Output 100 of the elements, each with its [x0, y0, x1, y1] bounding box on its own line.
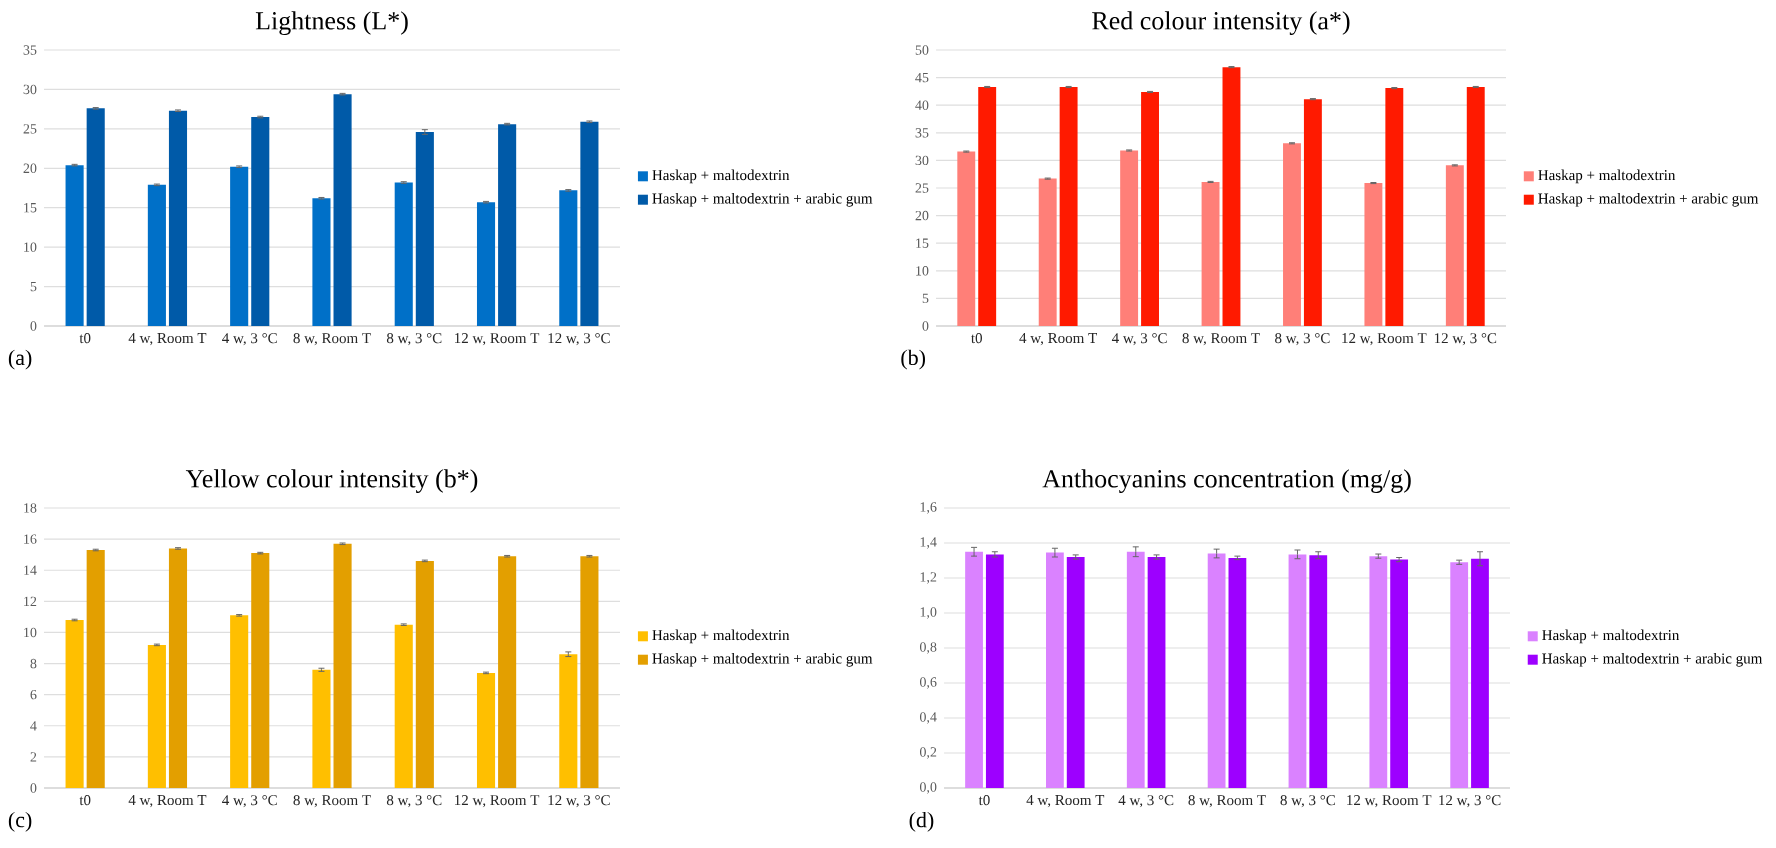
- bar: [86, 108, 105, 326]
- y-tick-label: 10: [24, 242, 37, 252]
- bar: [65, 165, 84, 326]
- y-tick-label: 16: [24, 534, 37, 544]
- bar: [168, 110, 188, 326]
- chart-title: Red colour intensity (a*): [1092, 11, 1350, 35]
- bar: [251, 553, 270, 788]
- x-tick-label: 8 w, Room T: [1188, 795, 1266, 808]
- text: (d): [909, 811, 934, 832]
- y-tick-label: 5: [30, 281, 37, 292]
- x-tick-label: 12 w, 3 °C: [1434, 333, 1497, 346]
- bar: [476, 672, 496, 788]
- bar: [312, 669, 331, 788]
- x-tick-label: 8 w, 3 °C: [1280, 795, 1335, 808]
- y-tick-label: 14: [24, 565, 37, 575]
- y-tick-label: 10: [916, 266, 929, 276]
- x-tick-label: t0: [971, 333, 982, 344]
- y-tick-label: 0,6: [919, 677, 937, 689]
- text: (b): [901, 349, 926, 370]
- legend-label: Haskap + maltodextrin: [652, 169, 790, 184]
- text: (c): [8, 811, 32, 832]
- y-tick-label: 18: [24, 503, 37, 513]
- bar: [394, 624, 413, 788]
- bar: [1201, 181, 1220, 326]
- bar: [230, 615, 249, 788]
- y-tick-label: 35: [23, 45, 37, 55]
- bar: [559, 654, 578, 788]
- chart-title: Yellow colour intensity (b*): [185, 469, 478, 493]
- bar: [65, 620, 84, 788]
- legend-label: Haskap + maltodextrin: [1538, 169, 1676, 184]
- bar: [1445, 165, 1464, 326]
- y-tick-label: 2: [30, 752, 37, 762]
- bar: [498, 556, 517, 788]
- y-tick-label: 50: [915, 45, 929, 55]
- bar: [1222, 67, 1241, 326]
- x-tick-label: 8 w, Room T: [1182, 333, 1260, 346]
- x-tick-label: 12 w, Room T: [455, 333, 540, 346]
- bar: [312, 198, 331, 326]
- bar: [394, 182, 413, 326]
- y-tick-label: 20: [915, 210, 929, 221]
- y-tick-label: 40: [915, 100, 929, 110]
- y-tick-label: 30: [915, 155, 929, 166]
- bar: [415, 560, 434, 788]
- y-tick-label: 0,0: [919, 782, 937, 794]
- y-tick-label: 0,4: [919, 712, 937, 724]
- y-tick-label: 6: [30, 689, 37, 700]
- x-tick-label: 4 w, 3 °C: [1111, 333, 1167, 346]
- y-tick-label: 0,8: [919, 642, 937, 654]
- bar: [1120, 150, 1139, 326]
- bar: [147, 184, 166, 326]
- bar: [230, 166, 249, 326]
- bar: [333, 543, 352, 788]
- bar: [1466, 87, 1485, 326]
- y-tick-label: 25: [23, 124, 37, 134]
- bar: [333, 94, 352, 326]
- x-tick-label: 8 w, 3 °C: [386, 333, 442, 346]
- y-tick-label: 45: [915, 72, 929, 83]
- bar: [1038, 178, 1057, 326]
- legend-label: Haskap + maltodextrin + arabic gum: [652, 652, 873, 667]
- bar: [580, 556, 599, 788]
- x-tick-label: 8 w, Room T: [293, 795, 371, 808]
- bar: [559, 190, 578, 326]
- y-tick-label: 0: [922, 321, 929, 331]
- y-tick-label: 20: [23, 163, 37, 173]
- bar: [1283, 143, 1301, 326]
- x-tick-label: 12 w, 3 °C: [1439, 795, 1501, 808]
- y-tick-label: 12: [24, 596, 37, 606]
- x-tick-label: 12 w, Room T: [1347, 795, 1432, 808]
- y-tick-label: 25: [915, 183, 929, 193]
- chart-title: Lightness (L*): [255, 11, 408, 35]
- y-tick-label: 4: [30, 721, 37, 731]
- legend-label: Haskap + maltodextrin + arabic gum: [652, 193, 873, 207]
- chart-title: Anthocyanins concentration (mg/g): [1042, 469, 1411, 493]
- x-tick-label: t0: [79, 333, 91, 344]
- x-tick-label: 12 w, 3 °C: [548, 795, 610, 808]
- x-tick-label: 12 w, Room T: [1342, 333, 1427, 346]
- bar: [251, 117, 270, 326]
- y-tick-label: 0: [30, 783, 37, 793]
- x-tick-label: 8 w, 3 °C: [386, 795, 442, 808]
- y-tick-label: 5: [922, 293, 929, 304]
- y-tick-label: 15: [916, 238, 929, 248]
- y-tick-label: 1,4: [920, 537, 937, 549]
- x-tick-label: 4 w, Room T: [1026, 795, 1105, 808]
- y-tick-label: 10: [24, 627, 37, 638]
- x-tick-label: 4 w, 3 °C: [222, 333, 277, 346]
- x-tick-label: 12 w, 3 °C: [548, 333, 610, 346]
- y-tick-label: 35: [915, 128, 929, 138]
- legend-label: Haskap + maltodextrin + arabic gum: [1542, 652, 1763, 667]
- bar: [498, 124, 517, 326]
- bar: [1385, 88, 1404, 326]
- x-tick-label: 8 w, 3 °C: [1275, 333, 1330, 346]
- legend-label: Haskap + maltodextrin + arabic gum: [1538, 193, 1759, 207]
- y-tick-label: 30: [23, 84, 37, 95]
- x-tick-label: t0: [978, 795, 990, 806]
- bar: [86, 550, 105, 788]
- y-tick-label: 0,2: [919, 747, 937, 759]
- legend-label: Haskap + maltodextrin: [1542, 629, 1680, 644]
- bar: [168, 548, 188, 788]
- y-tick-label: 1,2: [920, 572, 937, 584]
- y-tick-label: 1,6: [920, 502, 937, 514]
